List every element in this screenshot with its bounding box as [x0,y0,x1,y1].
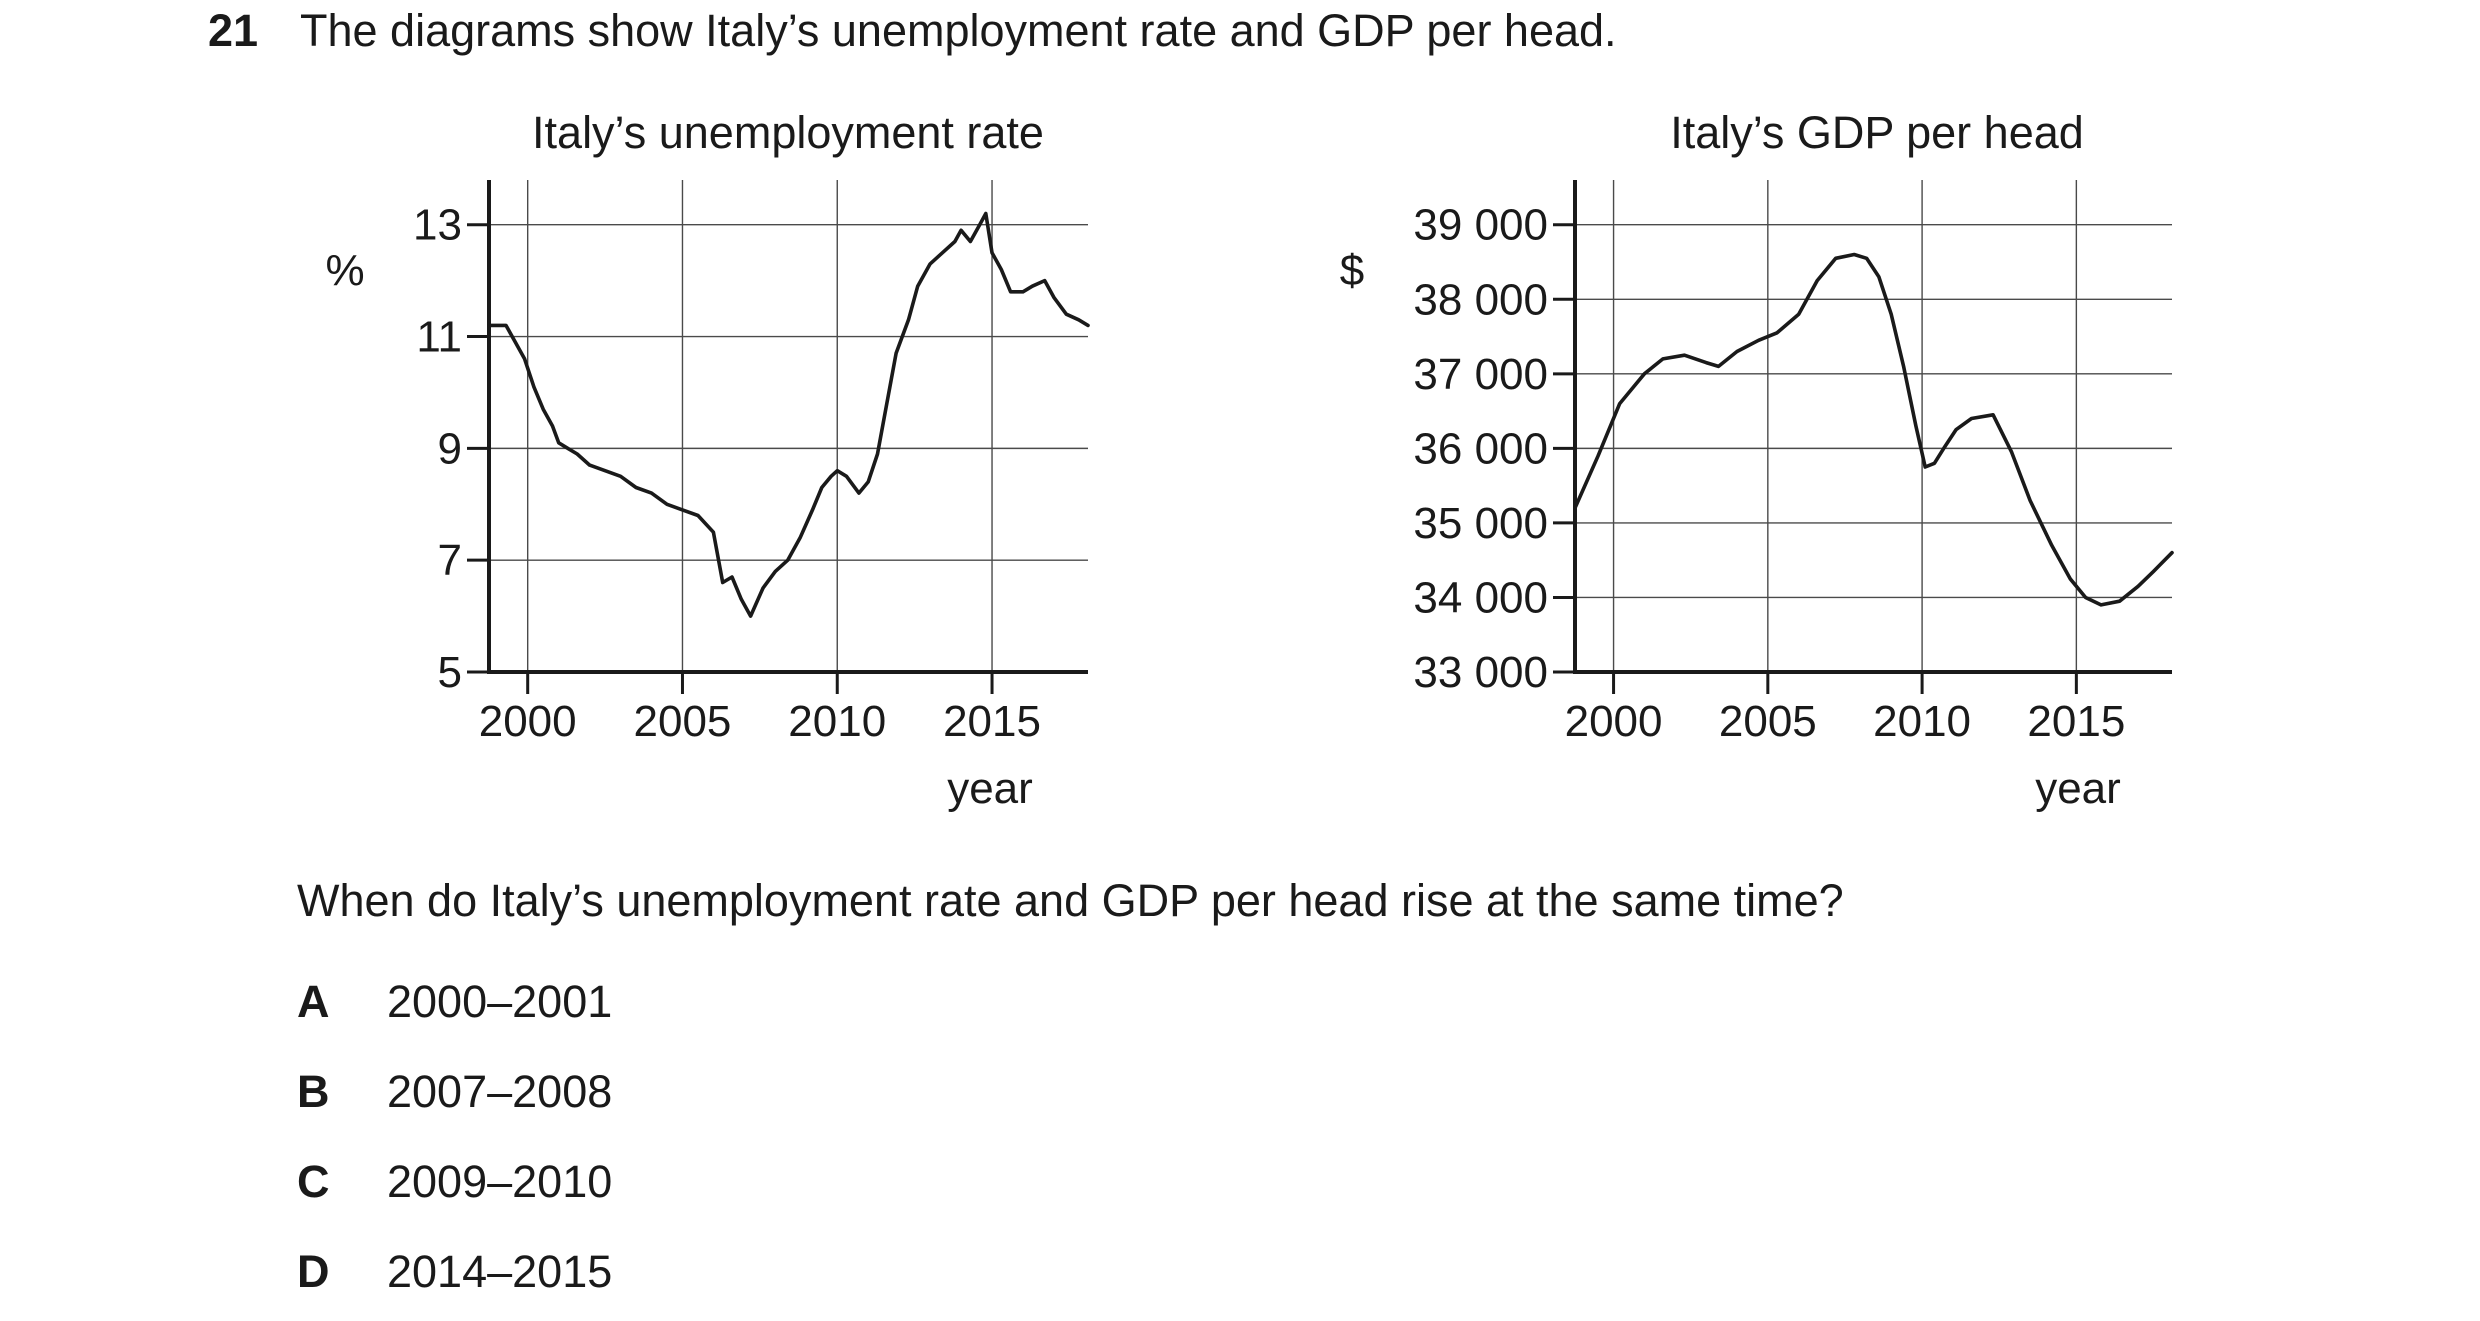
gdp-y-tick-label: 38 000 [1413,275,1548,324]
charts-svg: 5 7 9 11 13 2000 2005 2010 2015 Italy’s unemploym… [325,107,2174,813]
charts-area: 5 7 9 11 13 2000 2005 2010 2015 Italy’s unemploym… [325,107,2174,813]
option-c-text: 2009–2010 [387,1156,613,1207]
option-b-text: 2007–2008 [387,1066,613,1117]
option-a-letter: A [297,976,330,1027]
unemployment-y-axis-label: % [325,246,364,295]
gdp-series-line [1573,252,2174,607]
gdp-y-tick-label: 37 000 [1413,350,1548,399]
gdp-y-tick-label: 33 000 [1413,648,1548,697]
unemployment-chart-title: Italy’s unemployment rate [532,107,1044,158]
option-a[interactable]: A 2000–2001 [297,976,612,1028]
gdp-y-tick-label: 35 000 [1413,499,1548,548]
unemployment-x-axis-label: year [947,764,1033,813]
gdp-chart-title: Italy’s GDP per head [1670,107,2084,158]
unemployment-y-tick-label: 11 [416,313,462,362]
unemployment-series-line [487,211,1090,618]
question-intro: The diagrams show Italy’s unemployment r… [300,5,1617,56]
option-c-letter: C [297,1156,330,1207]
gdp-y-tick-label: 34 000 [1413,573,1548,622]
unemployment-y-tick-label: 9 [438,424,462,473]
question-number: 21 [208,5,259,56]
option-a-text: 2000–2001 [387,976,613,1027]
gdp-y-axis-label: $ [1340,246,1364,295]
option-d-letter: D [297,1246,330,1297]
gdp-x-tick-label: 2005 [1719,697,1817,746]
gdp-x-tick-label: 2000 [1565,697,1663,746]
gdp-x-axis-label: year [2035,764,2121,813]
unemployment-y-tick-label: 5 [438,648,462,697]
option-d-text: 2014–2015 [387,1246,613,1297]
option-b[interactable]: B 2007–2008 [297,1066,612,1118]
unemployment-x-tick-label: 2015 [943,697,1041,746]
option-b-letter: B [297,1066,330,1117]
unemployment-x-tick-label: 2010 [788,697,886,746]
option-c[interactable]: C 2009–2010 [297,1156,612,1208]
gdp-y-tick-label: 39 000 [1413,201,1548,250]
unemployment-y-tick-label: 7 [438,536,462,585]
unemployment-x-tick-label: 2005 [634,697,732,746]
question-prompt: When do Italy’s unemployment rate and GD… [297,875,1844,926]
gdp-x-tick-label: 2010 [1873,697,1971,746]
option-d[interactable]: D 2014–2015 [297,1246,612,1298]
question-header: 21 The diagrams show Italy’s unemployment… [208,5,1617,57]
gdp-x-tick-label: 2015 [2027,697,2125,746]
gdp-y-tick-label: 36 000 [1413,424,1548,473]
unemployment-x-tick-label: 2000 [479,697,577,746]
unemployment-y-tick-label: 13 [413,201,462,250]
